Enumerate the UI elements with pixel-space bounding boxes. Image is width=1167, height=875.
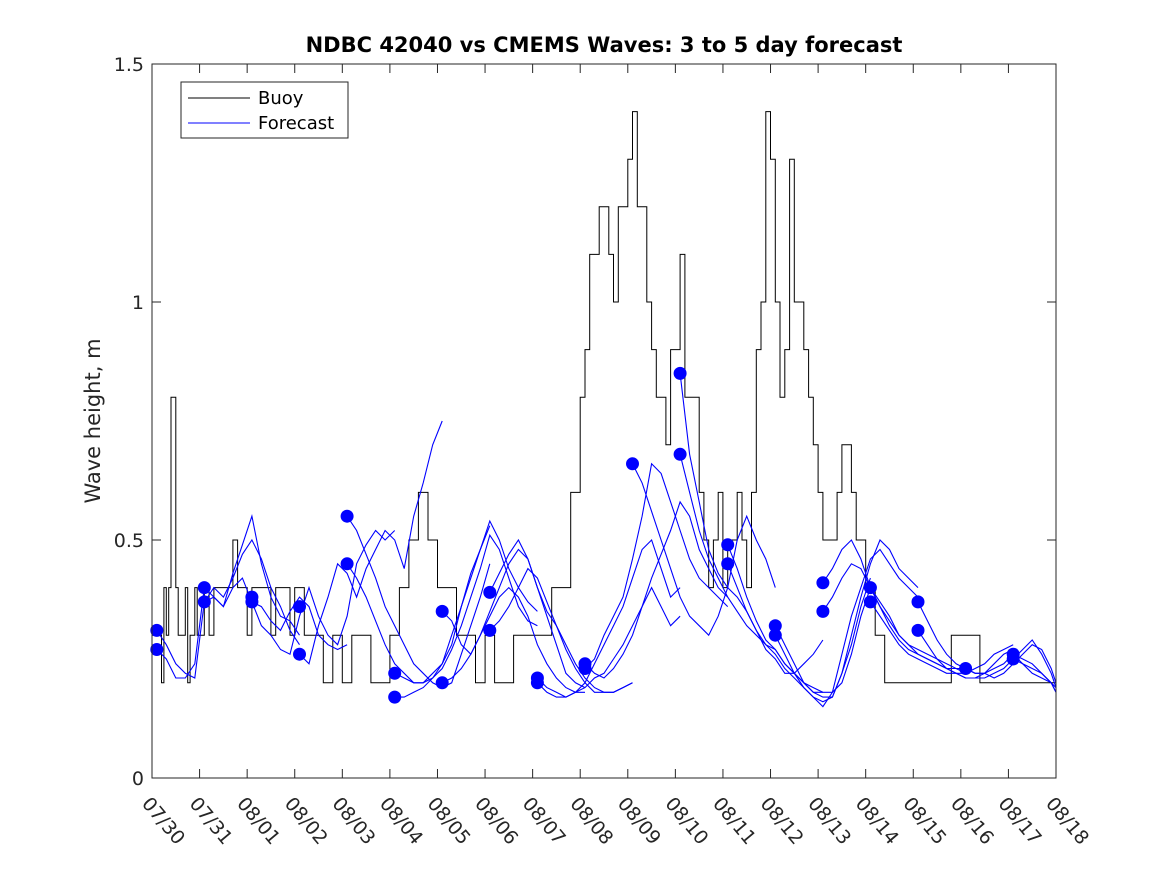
forecast-line-16 <box>584 462 729 669</box>
plot-area <box>150 63 1057 779</box>
forecast-line-27 <box>869 587 1014 674</box>
forecast-start-marker <box>435 676 449 690</box>
forecast-line-33 <box>1012 658 1057 693</box>
forecast-start-marker <box>673 366 687 380</box>
forecast-start-marker <box>197 581 211 595</box>
forecast-start-marker <box>626 457 639 471</box>
forecast-line-28 <box>869 601 1014 679</box>
legend-buoy-label: Buoy <box>258 88 304 109</box>
forecast-line-22 <box>727 563 871 703</box>
forecast-line-24 <box>774 548 919 708</box>
forecast-layer <box>156 373 1057 708</box>
forecast-line-11 <box>441 586 585 693</box>
forecast-start-marker <box>340 509 354 523</box>
forecast-line-14 <box>537 538 681 698</box>
forecast-line-15 <box>537 586 681 698</box>
forecast-start-marker <box>721 557 735 571</box>
y-axis-label: Wave height, m <box>81 338 105 503</box>
legend: Buoy Forecast <box>180 81 349 139</box>
buoy-line <box>152 111 1056 684</box>
y-tick-label: 0 <box>132 768 144 790</box>
forecast-start-marker <box>245 595 259 609</box>
forecast-start-marker <box>816 576 830 590</box>
forecast-start-marker <box>530 676 544 690</box>
forecast-start-marker <box>1006 652 1020 666</box>
legend-box <box>180 81 349 139</box>
forecast-line-2 <box>156 514 300 679</box>
forecast-start-marker <box>293 600 306 614</box>
forecast-start-marker <box>911 623 925 637</box>
y-tick-label: 0.5 <box>114 530 144 552</box>
forecast-start-marker <box>483 585 497 599</box>
forecast-start-marker <box>959 662 973 675</box>
forecast-line-8 <box>394 519 538 684</box>
forecast-start-marker <box>150 623 164 637</box>
forecast-start-marker <box>293 647 306 661</box>
forecast-line-5 <box>299 420 443 665</box>
forecast-start-marker <box>911 595 925 609</box>
forecast-line-10 <box>441 548 586 689</box>
forecast-start-marker <box>673 447 687 461</box>
forecast-line-13 <box>489 567 633 693</box>
y-tick-label: 1.5 <box>114 54 144 76</box>
forecast-line-7 <box>346 515 491 689</box>
y-tick-label: 1 <box>132 292 144 314</box>
forecast-line-17 <box>584 500 729 679</box>
buoy-layer <box>152 111 1056 684</box>
forecast-start-marker <box>340 557 354 571</box>
forecast-line-25 <box>822 539 966 670</box>
forecast-start-marker <box>768 628 782 642</box>
chart-title: NDBC 42040 vs CMEMS Waves: 3 to 5 day fo… <box>306 33 903 57</box>
forecast-line-3 <box>204 577 348 651</box>
forecast-start-marker <box>388 666 402 680</box>
forecast-line-23 <box>774 539 919 698</box>
forecast-start-marker <box>483 623 497 637</box>
forecast-start-marker <box>388 690 402 704</box>
marker-layer <box>150 366 1020 704</box>
forecast-line-21 <box>727 544 871 693</box>
y-axis: 0 0.5 1 1.5 <box>114 54 1056 790</box>
legend-forecast-label: Forecast <box>258 113 334 134</box>
forecast-start-marker <box>768 619 782 633</box>
forecast-start-marker <box>816 604 830 618</box>
forecast-start-marker <box>863 581 877 595</box>
forecast-start-marker <box>578 662 592 675</box>
forecast-start-marker <box>863 595 877 609</box>
forecast-start-marker <box>435 604 449 618</box>
forecast-start-marker <box>721 538 735 552</box>
forecast-line-18 <box>632 463 776 637</box>
axes-background <box>152 64 1056 778</box>
forecast-line-30 <box>917 630 1057 688</box>
axes-box <box>151 63 1057 779</box>
forecast-start-marker <box>197 595 211 609</box>
forecast-line-4 <box>251 529 396 655</box>
forecast-start-marker <box>150 643 164 656</box>
forecast-line-1 <box>156 538 300 679</box>
